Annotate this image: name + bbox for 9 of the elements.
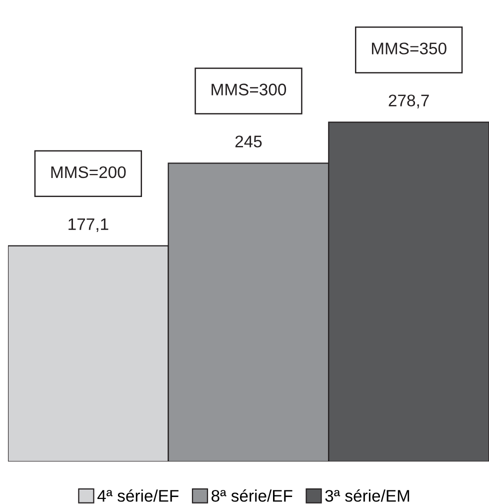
data-label: 278,7 bbox=[388, 94, 429, 108]
annotation: MMS=200 bbox=[51, 166, 126, 178]
legend-label: 3ª série/EM bbox=[325, 489, 410, 502]
legend-label: 8ª série/EF bbox=[212, 489, 292, 502]
data-label: 245 bbox=[235, 136, 262, 148]
legend-label: 4ª série/EF bbox=[97, 489, 178, 502]
text: MMS=350 bbox=[372, 42, 446, 54]
data-label: 177,1 bbox=[68, 218, 108, 232]
text: MMS=300 bbox=[212, 84, 286, 96]
